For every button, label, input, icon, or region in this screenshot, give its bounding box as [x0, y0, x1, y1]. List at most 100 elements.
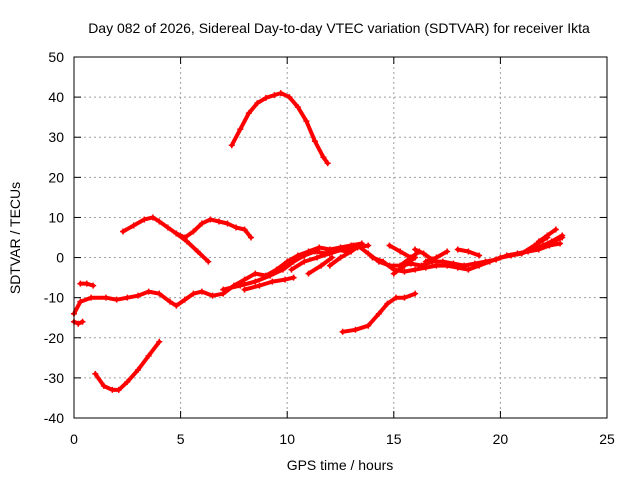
- data-point: [420, 250, 427, 257]
- data-point: [237, 126, 244, 133]
- data-point: [279, 266, 286, 273]
- x-tick-label: 0: [70, 431, 78, 447]
- data-point: [241, 286, 248, 293]
- data-point: [497, 254, 504, 261]
- data-point: [305, 270, 312, 277]
- data-point: [375, 310, 382, 317]
- data-point: [531, 242, 538, 249]
- data-point: [337, 254, 344, 261]
- data-point: [198, 288, 205, 295]
- data-point: [557, 240, 564, 247]
- data-point: [247, 234, 254, 241]
- data-point: [156, 338, 163, 345]
- grid-lines: [74, 57, 607, 418]
- data-point: [90, 282, 97, 289]
- data-point: [194, 248, 201, 255]
- data-point: [224, 220, 231, 227]
- data-point: [282, 276, 289, 283]
- x-tick-label: 5: [177, 431, 185, 447]
- series-arc-main-band-b: [220, 242, 372, 293]
- data-point: [115, 386, 122, 393]
- y-tick-label: 10: [48, 209, 64, 225]
- data-point: [190, 228, 197, 235]
- data-point: [277, 90, 284, 97]
- data-point: [290, 274, 297, 281]
- series-layer: [71, 90, 566, 393]
- data-point: [254, 100, 261, 107]
- data-point: [237, 282, 244, 289]
- data-point: [245, 110, 252, 117]
- data-point: [156, 290, 163, 297]
- data-point: [267, 272, 274, 279]
- data-point: [209, 292, 216, 299]
- data-point: [433, 262, 440, 269]
- data-point: [256, 282, 263, 289]
- series-arc-tail-g: [422, 248, 451, 265]
- series-arc-peak-40: [228, 90, 331, 167]
- data-point: [401, 262, 408, 269]
- data-point: [241, 226, 248, 233]
- series-arc-tail-e: [390, 254, 419, 277]
- data-point: [166, 298, 173, 305]
- data-point: [320, 154, 327, 161]
- data-point: [369, 254, 376, 261]
- data-point: [365, 250, 372, 257]
- y-tick-label: -10: [44, 290, 64, 306]
- data-point: [559, 232, 566, 239]
- data-point: [454, 264, 461, 271]
- axes: 0 5 10 15 20 25 -40 -30 -20 -10 0 10 20 30 40 50: [44, 49, 615, 447]
- data-point: [454, 246, 461, 253]
- data-point: [190, 290, 197, 297]
- series-arc-main-band-e: [305, 254, 335, 277]
- data-point: [365, 242, 372, 249]
- data-point: [262, 94, 269, 101]
- data-point: [252, 278, 259, 285]
- data-point: [109, 386, 116, 393]
- series-arc-main-band-c: [241, 274, 297, 293]
- data-point: [401, 268, 408, 275]
- data-point: [339, 328, 346, 335]
- data-point: [198, 220, 205, 227]
- data-point: [113, 296, 120, 303]
- series-arc-tail-h: [454, 246, 483, 259]
- y-tick-label: -30: [44, 370, 64, 386]
- data-point: [392, 294, 399, 301]
- data-point: [269, 278, 276, 285]
- data-point: [433, 254, 440, 261]
- data-point: [286, 94, 293, 101]
- data-point: [401, 294, 408, 301]
- data-point: [422, 264, 429, 271]
- y-tick-label: 50: [48, 49, 64, 65]
- data-point: [228, 142, 235, 149]
- series-line: [174, 231, 211, 264]
- data-point: [380, 258, 387, 265]
- data-point: [241, 276, 248, 283]
- data-point: [130, 222, 137, 229]
- data-point: [149, 214, 156, 221]
- series-arc-main-band-d: [288, 242, 357, 273]
- y-tick-label: 30: [48, 129, 64, 145]
- data-point: [412, 290, 419, 297]
- series-arc-tail-j: [535, 226, 559, 245]
- data-point: [301, 252, 308, 259]
- data-point: [233, 224, 240, 231]
- data-point: [75, 320, 82, 327]
- x-axis-label: GPS time / hours: [287, 457, 394, 473]
- data-point: [77, 298, 84, 305]
- data-point: [79, 318, 86, 325]
- data-point: [83, 280, 90, 287]
- data-point: [134, 292, 141, 299]
- data-point: [548, 238, 555, 245]
- data-point: [326, 262, 333, 269]
- data-point: [301, 258, 308, 265]
- data-point: [486, 258, 493, 265]
- data-point: [77, 280, 84, 287]
- data-point: [476, 252, 483, 259]
- y-tick-label: 20: [48, 169, 64, 185]
- data-point: [439, 258, 446, 265]
- data-point: [311, 138, 318, 145]
- series-arc-trough-33: [92, 338, 163, 393]
- data-point: [339, 246, 346, 253]
- data-point: [422, 258, 429, 265]
- data-point: [444, 262, 451, 269]
